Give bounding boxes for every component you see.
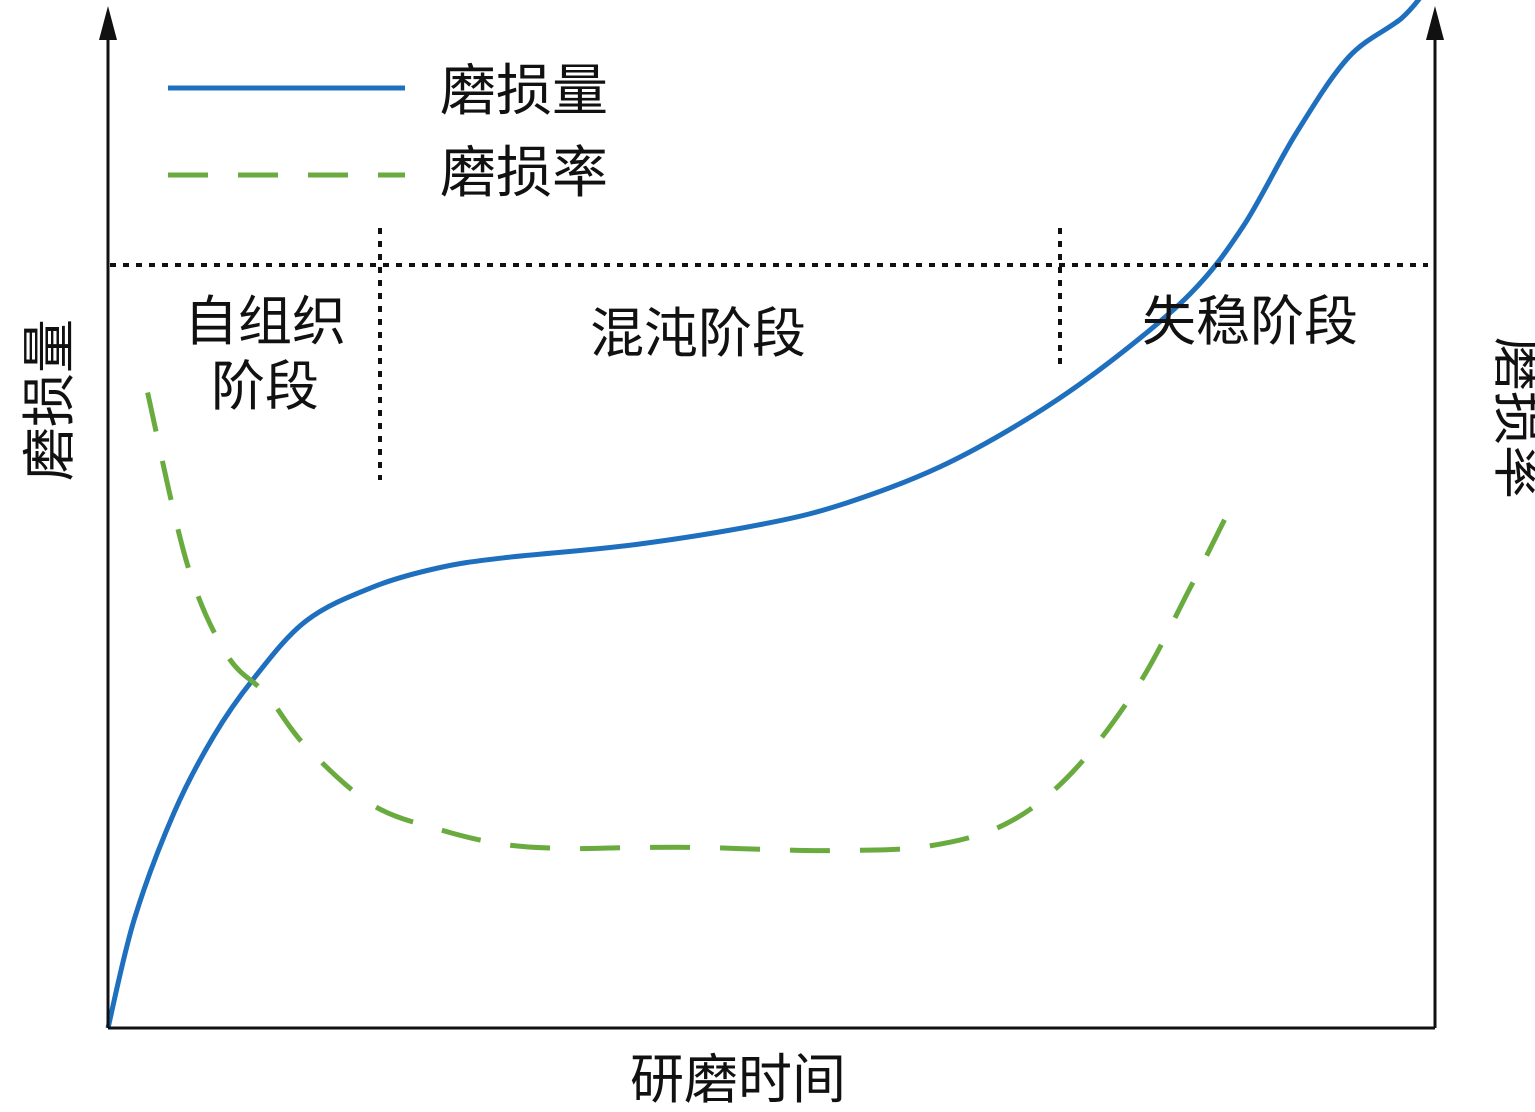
legend-label-wear-rate: 磨损率: [440, 141, 608, 206]
y-axis-left-arrow: [99, 6, 117, 40]
stage-1-label-line-1: 自组织: [184, 290, 346, 353]
series-wear-rate-line: [145, 391, 1233, 854]
stage-3-label: 失稳阶段: [1142, 290, 1358, 353]
legend-label-wear-amount: 磨损量: [440, 59, 608, 124]
plot-area: [105, 0, 1422, 1029]
series-wear-amount-line: [105, 0, 1422, 1029]
y-axis-right-label: 磨损率: [1487, 337, 1535, 499]
stage-1-label-line-2: 阶段: [211, 355, 319, 418]
legend: 磨损量 磨损率: [168, 59, 608, 206]
y-axis-left-label: 磨损量: [18, 319, 81, 481]
stage-2-label: 混沌阶段: [590, 302, 806, 365]
x-axis-label: 研磨时间: [630, 1048, 846, 1111]
y-axis-right-arrow: [1426, 6, 1444, 40]
